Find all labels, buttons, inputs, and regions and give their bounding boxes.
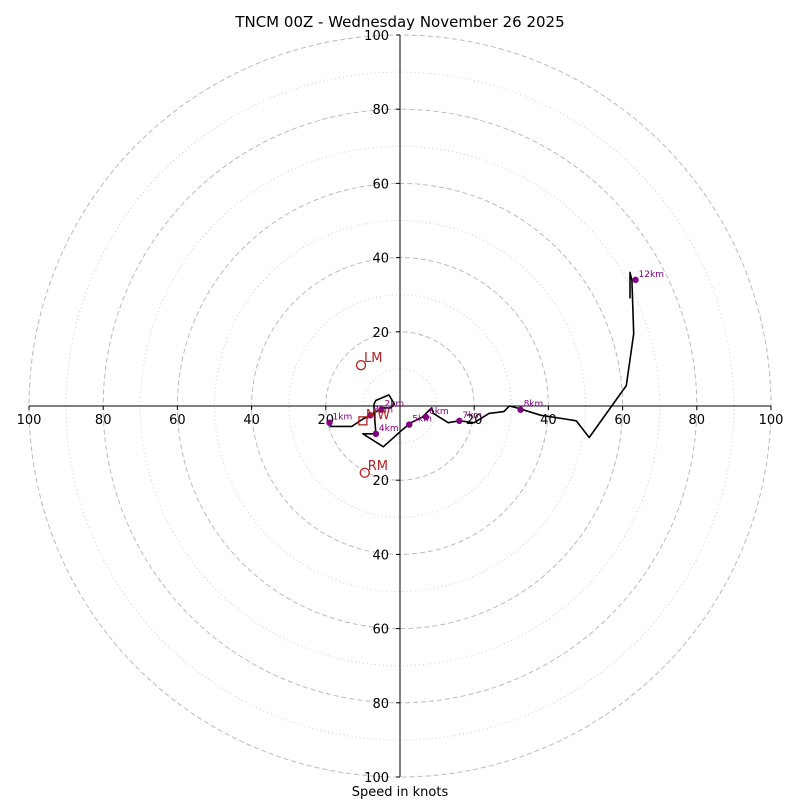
height-label-1km: 1km bbox=[333, 413, 353, 423]
storm-motion-markers: LM RM MW bbox=[355, 351, 390, 478]
height-label-5km: 5km bbox=[412, 415, 432, 425]
y-tick-label: 20 bbox=[372, 474, 389, 489]
height-label-4km: 4km bbox=[379, 424, 399, 434]
mean-wind-marker bbox=[358, 416, 368, 426]
height-label-12km: 12km bbox=[639, 270, 664, 280]
storm-label-LM: LM bbox=[364, 351, 382, 366]
x-tick-label: 80 bbox=[95, 413, 112, 428]
storm-marker-RM bbox=[359, 467, 370, 478]
x-tick-label: 100 bbox=[17, 413, 42, 428]
y-tick-label: 60 bbox=[372, 177, 389, 192]
height-marker-3km bbox=[367, 412, 374, 419]
height-marker-8km bbox=[517, 406, 524, 413]
height-label-3km: 3km bbox=[373, 405, 393, 415]
height-marker-1km bbox=[326, 419, 333, 426]
y-tick-label: 100 bbox=[364, 29, 389, 44]
mean-wind-label: MW bbox=[366, 408, 390, 423]
x-tick-label: 40 bbox=[243, 413, 260, 428]
y-tick-label: 80 bbox=[372, 103, 389, 118]
height-label-6km: 6km bbox=[429, 407, 449, 417]
storm-label-RM: RM bbox=[368, 459, 388, 474]
hodograph-trace bbox=[329, 271, 635, 448]
x-tick-label: 60 bbox=[614, 413, 631, 428]
height-marker-2km bbox=[378, 406, 385, 413]
x-tick-label: 20 bbox=[466, 413, 483, 428]
height-marker-7km bbox=[456, 417, 463, 425]
y-tick-label: 60 bbox=[372, 623, 389, 638]
hodograph-line bbox=[329, 271, 635, 448]
height-marker-12km bbox=[632, 276, 639, 284]
y-tick-label: 40 bbox=[372, 252, 389, 267]
y-tick-label: 40 bbox=[372, 548, 389, 563]
height-marker-4km bbox=[372, 430, 380, 438]
chart-title: TNCM 00Z - Wednesday November 26 2025 bbox=[234, 13, 564, 31]
y-tick-label: 80 bbox=[372, 697, 389, 712]
height-marker-5km bbox=[406, 421, 413, 428]
axes bbox=[29, 35, 771, 777]
x-axis-label: Speed in knots bbox=[352, 785, 449, 800]
y-tick-label: 100 bbox=[364, 771, 389, 786]
height-marker-6km bbox=[422, 413, 430, 421]
storm-marker-LM bbox=[355, 360, 367, 371]
height-label-8km: 8km bbox=[524, 400, 544, 410]
x-tick-label: 80 bbox=[689, 413, 706, 428]
x-tick-label: 100 bbox=[759, 413, 784, 428]
x-tick-label: 60 bbox=[169, 413, 186, 428]
height-label-7km: 7km bbox=[462, 411, 482, 421]
y-tick-label: 20 bbox=[372, 326, 389, 341]
height-label-2km: 2km bbox=[384, 400, 404, 410]
